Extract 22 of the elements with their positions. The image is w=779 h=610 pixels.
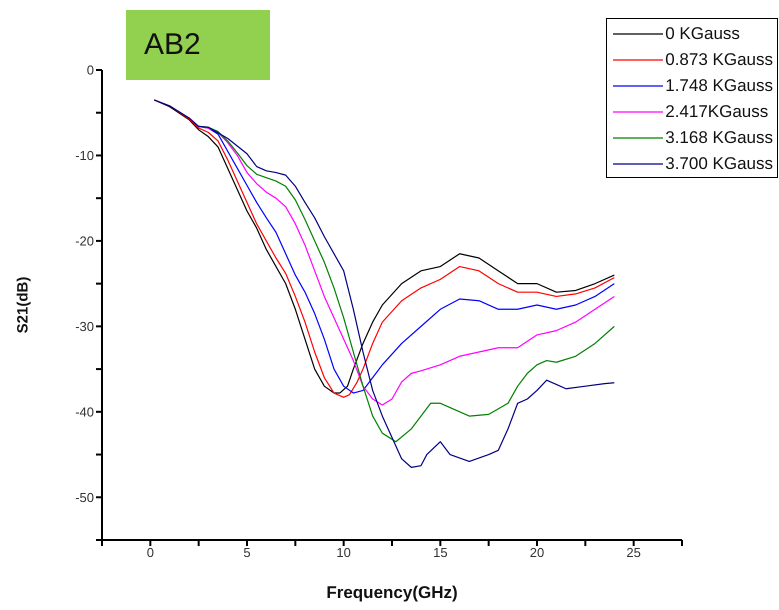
x-tick-label: 25: [626, 545, 641, 560]
line-series: [154, 99, 615, 468]
y-tick-label: -20: [75, 234, 94, 249]
legend-label: 2.417KGauss: [665, 102, 768, 122]
y-tick-label: -50: [75, 490, 94, 505]
y-tick-label: -10: [75, 148, 94, 164]
legend-label: 1.748 KGauss: [665, 76, 773, 96]
y-tick-label: -40: [75, 404, 94, 420]
chart-title: AB2: [144, 28, 201, 62]
y-axis-title: S21(dB): [14, 276, 32, 334]
legend-label: 0 KGauss: [665, 24, 740, 44]
x-tick-label: 0: [146, 545, 154, 560]
y-tick-label: 0: [86, 62, 94, 78]
x-tick-label: 20: [530, 545, 544, 560]
legend-label: 0.873 KGauss: [665, 50, 773, 70]
x-axis-title: Frequency(GHz): [326, 583, 458, 602]
x-tick-label: 15: [433, 545, 448, 560]
legend-label: 3.700 KGauss: [665, 154, 773, 174]
x-tick-label: 10: [336, 545, 351, 560]
legend-label: 3.168 KGauss: [665, 128, 773, 148]
y-tick-label: -30: [75, 318, 94, 334]
x-tick-label: 5: [243, 545, 251, 560]
